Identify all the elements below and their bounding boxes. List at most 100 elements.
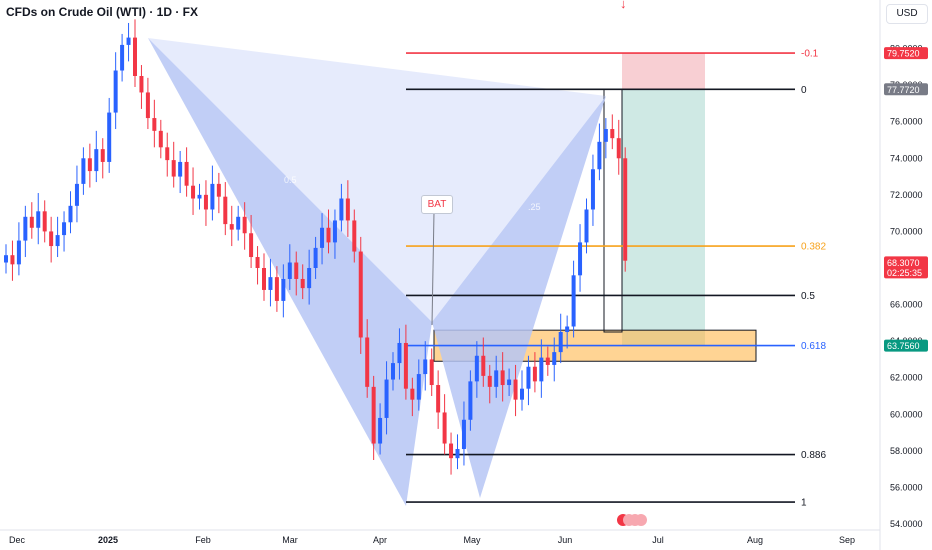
candle-body-12 (81, 158, 86, 184)
candle-body-66 (429, 359, 434, 386)
candle-body-25 (165, 147, 170, 161)
price-tag-text-0: 79.7520 (887, 49, 920, 59)
candle-body-76 (494, 370, 499, 387)
candle-body-56 (365, 337, 370, 387)
candle-body-91 (590, 169, 595, 210)
candle-body-55 (358, 251, 363, 338)
time-label-5: May (463, 535, 481, 545)
candle-body-39 (255, 257, 260, 268)
candle-body-80 (520, 388, 524, 400)
candle-body-26 (171, 160, 176, 177)
fib-levels: -0.1 0 0.382 0.5 0.618 0.886 1 (406, 49, 826, 509)
candle-body-45 (294, 262, 299, 279)
candle-body-63 (410, 388, 415, 400)
candle-body-79 (513, 379, 518, 400)
time-axis: Dec 2025 Feb Mar Apr May Jun Jul Aug Sep (0, 529, 880, 545)
time-label-7: Jul (652, 535, 664, 545)
candle-body-23 (152, 118, 157, 131)
candle-body-69 (449, 443, 454, 459)
candle-body-7 (49, 231, 54, 247)
candle-body-48 (313, 247, 318, 268)
candle-body-50 (326, 227, 331, 243)
candle-body-70 (455, 449, 460, 459)
time-label-0: Dec (9, 535, 26, 545)
candle-body-44 (287, 262, 292, 279)
candle-body-28 (184, 161, 189, 186)
stop-zone (622, 53, 705, 90)
candle-body-31 (203, 194, 208, 210)
fib-label-2: 0.382 (801, 242, 826, 253)
candle-body-33 (216, 183, 221, 197)
pattern-overlay (148, 38, 606, 322)
pointer-line (431, 211, 435, 326)
candle-body-35 (229, 224, 234, 230)
price-tick-0: 54.0000 (890, 519, 923, 529)
candle-body-15 (100, 149, 105, 162)
price-tick-9: 72.0000 (890, 190, 923, 200)
candle-body-82 (532, 366, 537, 382)
candle-body-47 (307, 268, 312, 289)
fib-label-4: 0.618 (801, 341, 826, 352)
candle-body-42 (274, 277, 279, 301)
candle-body-36 (236, 216, 241, 230)
price-tag-bg-0 (884, 47, 928, 60)
candle-body-43 (281, 278, 286, 301)
price-tag-countdown-2: 02:25:35 (887, 268, 922, 278)
candle-body-11 (74, 183, 79, 206)
pattern-label[interactable]: BAT (421, 195, 453, 214)
candle-body-60 (391, 363, 395, 380)
pattern-bcd (432, 96, 606, 498)
candle-body-37 (242, 216, 247, 234)
candle-body-0 (4, 255, 8, 263)
candle-body-92 (597, 141, 602, 170)
candle-body-16 (107, 112, 112, 162)
candle-body-65 (423, 359, 428, 375)
candle-body-18 (120, 44, 125, 71)
candle-body-4 (29, 216, 34, 228)
candle-body-59 (384, 379, 389, 418)
currency-button[interactable]: USD (886, 4, 928, 24)
candle-body-46 (300, 278, 305, 289)
price-tag-text-2: 68.3070 (887, 258, 920, 268)
candle-body-54 (352, 220, 357, 252)
candle-body-78 (507, 379, 512, 386)
candle-body-13 (87, 158, 92, 172)
price-tick-1: 56.0000 (890, 482, 923, 492)
candle-body-64 (416, 374, 421, 400)
candle-body-96 (623, 158, 628, 261)
candle-body-90 (584, 209, 589, 243)
time-label-1: 2025 (98, 535, 118, 545)
price-tag-bg-3 (884, 339, 928, 352)
candle-body-2 (16, 240, 21, 265)
candle-body-88 (571, 275, 576, 327)
candle-body-14 (94, 149, 99, 172)
candle-body-95 (616, 138, 621, 159)
candle-body-30 (197, 194, 202, 199)
candle-body-9 (62, 222, 67, 236)
candle-body-52 (339, 198, 344, 221)
candle-body-94 (610, 129, 615, 139)
fib-label-6: 1 (801, 498, 807, 509)
events-icon[interactable] (617, 514, 647, 526)
candle-body-84 (545, 357, 550, 365)
time-label-2: Feb (195, 535, 211, 545)
price-tick-6: 66.0000 (890, 300, 923, 310)
candle-body-93 (603, 129, 608, 142)
candle-body-74 (481, 355, 486, 376)
time-label-4: Apr (373, 535, 387, 545)
candle-body-49 (320, 227, 325, 248)
candle-body-89 (578, 242, 583, 276)
time-label-6: Jun (558, 535, 573, 545)
price-tick-11: 76.0000 (890, 117, 923, 127)
candle-body-53 (345, 198, 350, 221)
candle-body-51 (332, 220, 337, 243)
candle-body-21 (139, 76, 144, 93)
candle-body-71 (461, 419, 466, 450)
chart-title: CFDs on Crude Oil (WTI) · 1D · FX (6, 5, 198, 19)
candle-body-73 (474, 355, 479, 382)
candle-body-3 (23, 216, 28, 241)
candle-body-83 (539, 357, 544, 382)
ghost-label-2: .25 (528, 202, 541, 212)
